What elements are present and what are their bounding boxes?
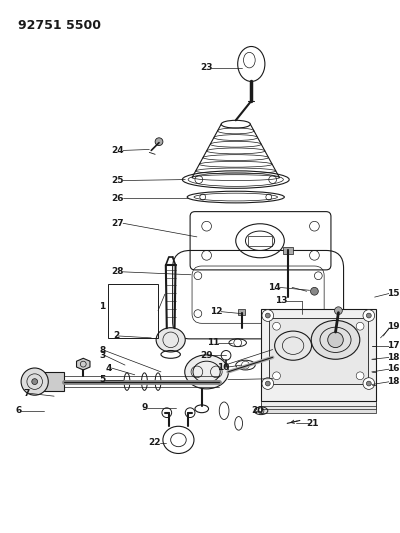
Text: 24: 24 <box>112 146 124 155</box>
Text: 26: 26 <box>112 193 124 203</box>
Circle shape <box>328 332 343 348</box>
Text: 9: 9 <box>142 403 148 413</box>
Bar <box>261 405 376 413</box>
Circle shape <box>273 372 280 379</box>
Bar <box>248 236 272 246</box>
Bar <box>35 372 64 391</box>
Circle shape <box>310 287 318 295</box>
Text: 27: 27 <box>112 219 124 228</box>
Text: 3: 3 <box>99 351 106 360</box>
Circle shape <box>32 378 38 384</box>
Circle shape <box>334 307 342 314</box>
Text: 19: 19 <box>387 322 400 331</box>
Circle shape <box>265 381 270 386</box>
Text: 18: 18 <box>387 377 400 386</box>
Circle shape <box>262 310 274 321</box>
Ellipse shape <box>156 328 185 352</box>
Text: 29: 29 <box>200 351 212 360</box>
FancyArrowPatch shape <box>291 420 297 423</box>
Text: 17: 17 <box>387 341 400 350</box>
Circle shape <box>21 368 48 395</box>
Circle shape <box>262 378 274 390</box>
Circle shape <box>356 372 364 379</box>
Ellipse shape <box>185 355 228 389</box>
Bar <box>261 401 376 406</box>
Polygon shape <box>76 358 90 370</box>
Text: 13: 13 <box>275 296 287 305</box>
Text: 12: 12 <box>210 307 222 316</box>
Bar <box>238 309 246 314</box>
Text: 8: 8 <box>99 346 106 355</box>
Circle shape <box>363 378 375 390</box>
Circle shape <box>366 313 371 318</box>
Circle shape <box>366 381 371 386</box>
Text: 92751 5500: 92751 5500 <box>18 19 101 33</box>
Text: 2: 2 <box>113 332 119 341</box>
Circle shape <box>363 310 375 321</box>
Text: 23: 23 <box>200 63 212 72</box>
Text: 16: 16 <box>387 365 400 374</box>
Text: 4: 4 <box>106 364 112 373</box>
Bar <box>261 403 376 409</box>
Text: 15: 15 <box>387 289 400 298</box>
Circle shape <box>356 322 364 330</box>
Text: 7: 7 <box>24 389 30 398</box>
Text: 6: 6 <box>16 406 22 415</box>
Bar <box>261 309 376 401</box>
Text: 14: 14 <box>268 283 280 292</box>
Circle shape <box>265 313 270 318</box>
Text: 10: 10 <box>216 362 229 372</box>
Text: 25: 25 <box>112 176 124 185</box>
Text: 20: 20 <box>251 406 264 415</box>
Circle shape <box>273 322 280 330</box>
Bar <box>269 318 368 384</box>
Text: 28: 28 <box>112 268 124 276</box>
Bar <box>108 285 158 338</box>
Text: 11: 11 <box>207 338 219 347</box>
Text: 5: 5 <box>99 375 106 384</box>
Ellipse shape <box>275 331 312 360</box>
Text: 22: 22 <box>148 438 161 447</box>
Text: 18: 18 <box>387 353 400 362</box>
Circle shape <box>155 138 163 146</box>
Text: 1: 1 <box>99 302 106 311</box>
Ellipse shape <box>311 320 360 359</box>
Ellipse shape <box>399 291 400 311</box>
Text: 21: 21 <box>307 419 319 428</box>
Bar <box>283 247 293 254</box>
